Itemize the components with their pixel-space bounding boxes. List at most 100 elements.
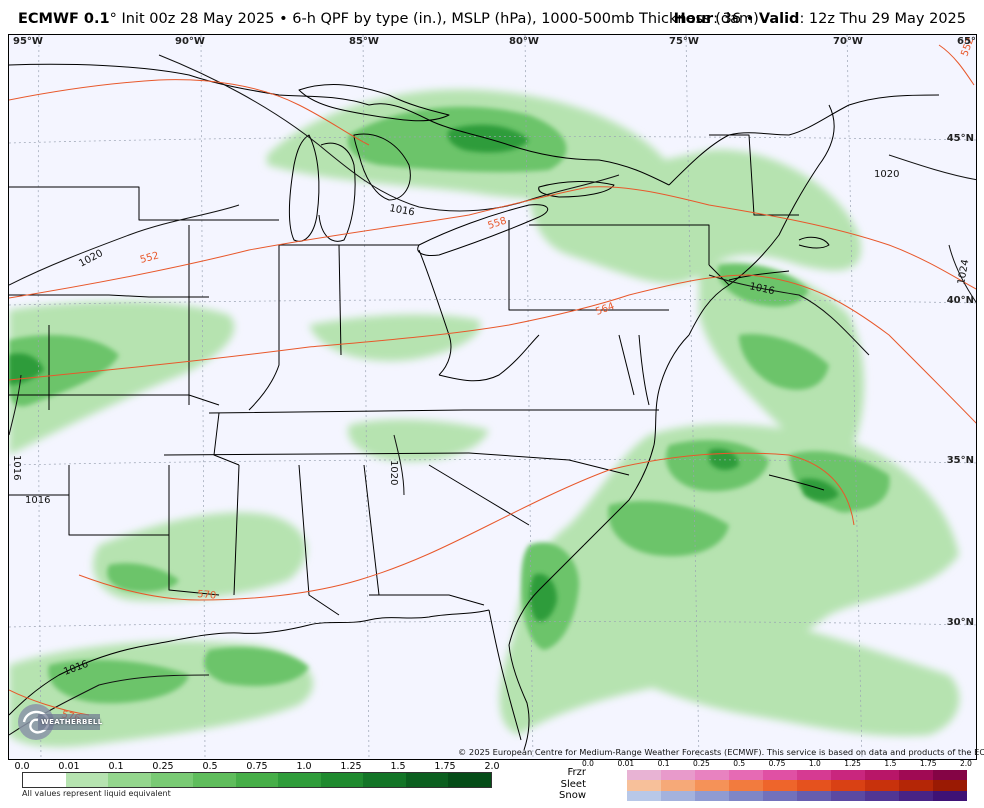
- rain-tick-label: 1.25: [340, 761, 362, 772]
- rain-legend-swatch: [108, 773, 151, 787]
- ptype-legend-swatch: [899, 770, 933, 781]
- rain-tick-label: 0.25: [152, 761, 174, 772]
- ptype-legend-swatch: [627, 790, 661, 801]
- ptype-legend-swatch: [865, 790, 899, 801]
- rain-tick-label: 0.5: [202, 761, 218, 772]
- ptype-legend-swatch: [695, 790, 729, 801]
- ptype-tick-label: 0.1: [657, 759, 670, 768]
- isobar-label: 1016: [388, 203, 415, 218]
- ptype-legend-swatch: [899, 780, 933, 791]
- valid-label: Valid: [758, 11, 800, 27]
- lat-lon-gridlines: [9, 35, 976, 759]
- lon-label: 75°W: [669, 36, 699, 47]
- ptype-legend-row: [627, 770, 967, 781]
- isobar-label: 1016: [25, 495, 50, 506]
- ptype-legend-swatch: [627, 780, 661, 791]
- ptype-legend-swatch: [797, 770, 831, 781]
- isobar-label: 1020: [77, 248, 105, 270]
- ptype-legend-swatch: [865, 770, 899, 781]
- map-canvas: 1020101610161016102010161020101610245525…: [9, 35, 976, 759]
- rain-tick-label: 0.01: [58, 761, 80, 772]
- weatherbell-logo: WEATHERBELL: [14, 700, 104, 744]
- ptype-legend-swatch: [933, 770, 967, 781]
- swirl-icon: [18, 704, 100, 740]
- ptype-legend-swatch: [661, 780, 695, 791]
- ptype-legend-swatch: [729, 770, 763, 781]
- thickness-contours: [9, 44, 976, 716]
- lon-label: 65°: [957, 36, 976, 47]
- ptype-legend-swatch: [831, 780, 865, 791]
- ptype-tick-label: 0.01: [617, 759, 635, 768]
- thickness-label: 552: [139, 250, 160, 266]
- rain-legend-swatch: [405, 773, 449, 787]
- hour-value: : 36 •: [713, 11, 759, 27]
- rain-tick-label: 1.0: [296, 761, 312, 772]
- rain-legend-swatch: [150, 773, 194, 787]
- ptype-legend-swatch: [763, 770, 797, 781]
- ptype-legend-swatch: [695, 770, 729, 781]
- precip-medium-shading: [9, 106, 890, 704]
- ptype-name: Sleet: [560, 778, 586, 790]
- ptype-legend-swatch: [763, 780, 797, 791]
- valid-time: Hour: 36 • Valid: 12z Thu 29 May 2025: [674, 11, 966, 27]
- ptype-legend-swatch: [797, 790, 831, 801]
- lon-label: 95°W: [13, 36, 43, 47]
- precip-heavy-shading: [9, 124, 839, 622]
- ptype-legend-swatch: [899, 790, 933, 801]
- ptype-legend-row: [627, 790, 967, 801]
- rain-legend-colorbar: [22, 772, 492, 788]
- ptype-legend-swatch: [661, 790, 695, 801]
- ptype-tick-label: 0.5: [733, 759, 746, 768]
- lat-label: 40°N: [946, 295, 974, 306]
- precip-light-shading: [9, 89, 960, 747]
- ptype-name: Snow: [559, 790, 586, 801]
- title-bar: ECMWF 0.1° Init 00z 28 May 2025 • 6-h QP…: [0, 0, 984, 34]
- isobar-label: 1016: [748, 281, 775, 297]
- ptype-tick-label: 1.25: [844, 759, 861, 768]
- ptype-tick-label: 1.75: [919, 759, 937, 768]
- lat-label: 45°N: [946, 133, 974, 144]
- ptype-legend-colorbars: [627, 770, 967, 801]
- rain-legend-swatch: [320, 773, 364, 787]
- thickness-label: 570: [197, 589, 217, 602]
- rain-tick-label: 0.0: [14, 761, 30, 772]
- mslp-isobars: [9, 54, 976, 736]
- rain-legend-ticks: 0.0 0.01 0.1 0.25 0.5 0.75 1.0 1.25 1.5 1.75 2.0: [0, 761, 520, 773]
- isobar-label: 1024: [956, 259, 971, 286]
- hour-label: Hour: [673, 11, 714, 27]
- ptype-legend-swatch: [729, 790, 763, 801]
- rain-tick-label: 1.75: [434, 761, 456, 772]
- lat-label: 30°N: [946, 617, 974, 628]
- ptype-name: Frzr: [567, 767, 587, 778]
- isobar-label: 1020: [388, 460, 399, 485]
- rain-legend-swatch: [363, 773, 406, 787]
- rain-legend-swatch: [23, 773, 66, 787]
- init-description: ° Init 00z 28 May 2025 • 6-h QPF by type…: [109, 11, 759, 27]
- lon-label: 90°W: [175, 36, 205, 47]
- logo-text: WEATHERBELL: [41, 718, 103, 726]
- ptype-tick-label: 0.0: [582, 759, 594, 768]
- ptype-legend-swatch: [933, 790, 967, 801]
- ptype-legend-swatch: [831, 770, 865, 781]
- rain-legend-swatch: [278, 773, 321, 787]
- rain-legend-swatch: [235, 773, 279, 787]
- valid-value: : 12z Thu 29 May 2025: [799, 11, 966, 27]
- ptype-legend-swatch: [797, 780, 831, 791]
- thickness-label: 558: [487, 215, 509, 231]
- rain-legend-swatch: [193, 773, 236, 787]
- ptype-legend-swatch: [933, 780, 967, 791]
- state-country-borders: [9, 63, 940, 751]
- isobar-label: 1016: [11, 455, 22, 480]
- copyright-notice: © 2025 European Centre for Medium-Range …: [458, 747, 984, 757]
- ptype-legend-labels: Frzr Sleet Snow: [556, 767, 586, 802]
- ptype-legend-swatch: [627, 770, 661, 781]
- rain-legend-swatch: [65, 773, 109, 787]
- isobar-label: 1020: [874, 169, 899, 180]
- rain-tick-label: 0.1: [108, 761, 124, 772]
- ptype-legend-swatch: [865, 780, 899, 791]
- ptype-legend-swatch: [695, 780, 729, 791]
- map-title: ECMWF 0.1° Init 00z 28 May 2025 • 6-h QP…: [18, 11, 759, 27]
- lon-label: 70°W: [833, 36, 863, 47]
- ptype-legend-swatch: [729, 780, 763, 791]
- rain-legend-swatch: [448, 773, 492, 787]
